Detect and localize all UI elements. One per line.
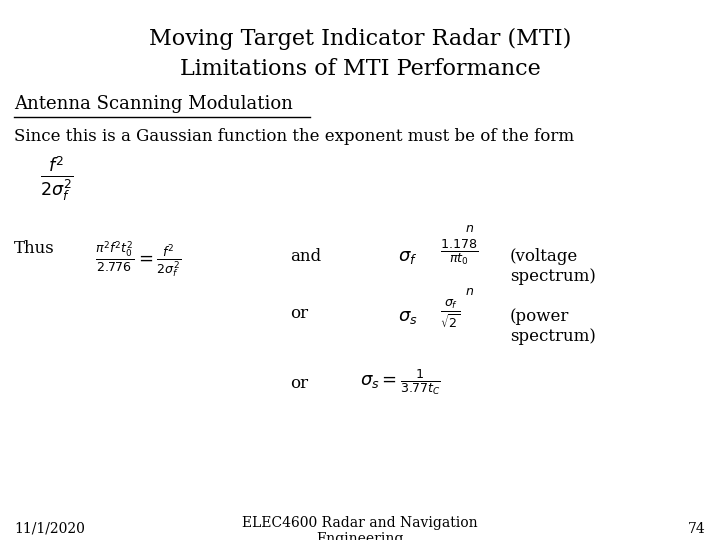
Text: 11/1/2020: 11/1/2020 [14,522,85,536]
Text: $\frac{\pi^2 f^2 t_0^2}{2.776} = \frac{f^2}{2\sigma_f^2}$: $\frac{\pi^2 f^2 t_0^2}{2.776} = \frac{f… [95,240,181,280]
Text: Moving Target Indicator Radar (MTI): Moving Target Indicator Radar (MTI) [149,28,571,50]
Text: $\frac{f^2}{2\sigma_f^2}$: $\frac{f^2}{2\sigma_f^2}$ [40,155,73,204]
Text: $n$: $n$ [465,222,474,235]
Text: (power
spectrum): (power spectrum) [510,308,596,345]
Text: Limitations of MTI Performance: Limitations of MTI Performance [179,58,541,80]
Text: ELEC4600 Radar and Navigation
Engineering: ELEC4600 Radar and Navigation Engineerin… [242,516,478,540]
Text: or: or [290,375,308,392]
Text: $n$: $n$ [465,285,474,298]
Text: $\sigma_s$: $\sigma_s$ [398,308,418,326]
Text: 74: 74 [688,522,706,536]
Text: Since this is a Gaussian function the exponent must be of the form: Since this is a Gaussian function the ex… [14,128,574,145]
Text: Antenna Scanning Modulation: Antenna Scanning Modulation [14,95,293,113]
Text: (voltage
spectrum): (voltage spectrum) [510,248,596,285]
Text: $\sigma_s = \frac{1}{3.77t_C}$: $\sigma_s = \frac{1}{3.77t_C}$ [360,367,441,397]
Text: or: or [290,305,308,322]
Text: $\frac{\sigma_f}{\sqrt{2}}$: $\frac{\sigma_f}{\sqrt{2}}$ [440,297,461,330]
Text: $\sigma_f$: $\sigma_f$ [398,248,418,266]
Text: Thus: Thus [14,240,55,257]
Text: and: and [290,248,321,265]
Text: $\frac{1.178}{\pi t_0}$: $\frac{1.178}{\pi t_0}$ [440,237,478,267]
